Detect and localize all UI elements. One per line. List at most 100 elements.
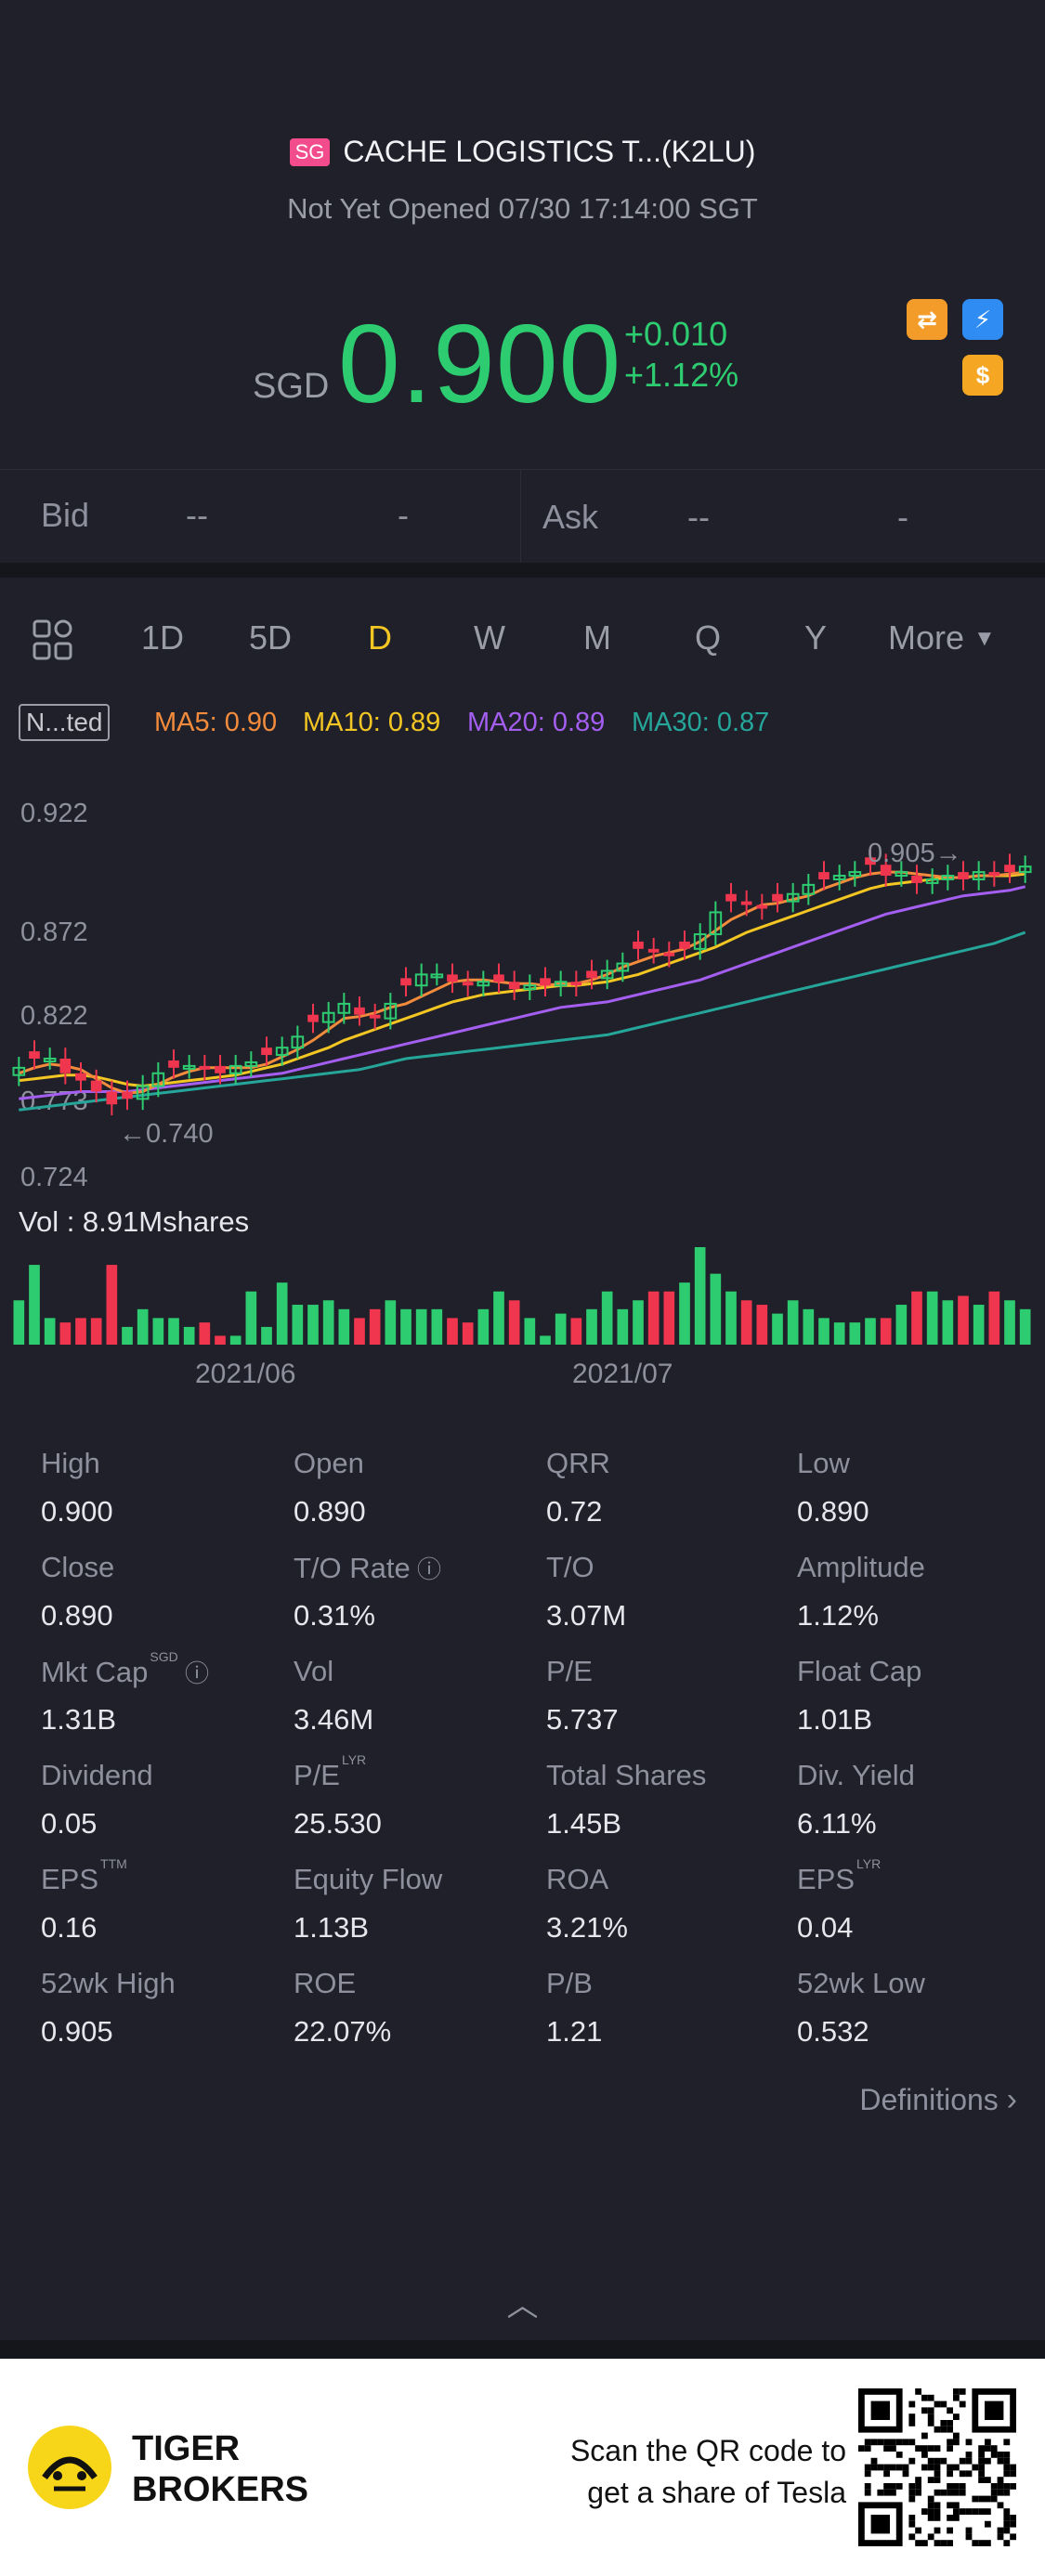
- candle: [462, 970, 474, 997]
- stat-label: T/O: [546, 1551, 594, 1584]
- stat-label-text: Vol: [294, 1655, 334, 1687]
- stat-label-text: P/E: [546, 1655, 593, 1687]
- tab-q[interactable]: Q: [695, 618, 722, 657]
- candle: [772, 882, 783, 913]
- candle: [168, 1049, 179, 1079]
- tab-1d[interactable]: 1D: [141, 618, 185, 657]
- promo-line-1: Scan the QR code to: [569, 2434, 846, 2467]
- stat-label-text: T/O: [546, 1551, 594, 1583]
- candlestick-chart[interactable]: [0, 799, 1045, 1189]
- stat-value: 0.890: [294, 1495, 366, 1528]
- dollar-icon[interactable]: $: [962, 355, 1003, 396]
- stock-name: CACHE LOGISTICS T...(K2LU): [343, 135, 756, 168]
- candle: [540, 967, 551, 997]
- candle: [523, 974, 537, 1000]
- stat-label-text: Close: [41, 1551, 115, 1583]
- stat-label-text: EPS: [797, 1863, 856, 1895]
- candle: [477, 970, 490, 997]
- volume-chart[interactable]: [0, 1244, 1045, 1347]
- stat-superscript: SGD: [150, 1649, 178, 1664]
- volume-bar: [973, 1305, 985, 1345]
- ask-size: -: [897, 498, 908, 536]
- candle: [29, 1040, 40, 1070]
- stat-label: 52wk High: [41, 1967, 176, 2000]
- y-tick-label: 0.922: [20, 799, 88, 828]
- volume-bar: [633, 1300, 644, 1345]
- tab-d[interactable]: D: [368, 618, 392, 657]
- candle: [106, 1080, 118, 1116]
- brand-name: TIGER BROKERS: [132, 2428, 308, 2510]
- qr-code-icon[interactable]: [858, 2388, 1016, 2546]
- volume-bar: [772, 1313, 783, 1345]
- stat-label-text: ROA: [546, 1863, 609, 1895]
- bid-price: --: [186, 496, 208, 534]
- volume-bar: [942, 1300, 954, 1345]
- stat-label: Open: [294, 1447, 364, 1480]
- stat-label: EPS TTM: [41, 1856, 127, 1896]
- volume-bar: [137, 1308, 149, 1345]
- candle: [261, 1036, 272, 1066]
- volume-bar: [13, 1300, 25, 1345]
- arrow-left-icon: ←: [119, 1119, 146, 1149]
- ma30-line: [19, 930, 1026, 1112]
- ma10-line: [19, 872, 1025, 1088]
- adjust-mode-button[interactable]: N...ted: [19, 704, 111, 741]
- volume-bar: [540, 1335, 551, 1345]
- stat-label: P/B: [546, 1967, 593, 2000]
- definitions-link[interactable]: Definitions ›: [859, 2082, 1017, 2118]
- flash-icon[interactable]: ⚡: [962, 299, 1003, 340]
- stat-label: ROA: [546, 1863, 608, 1896]
- info-icon[interactable]: ⓘ: [177, 1659, 209, 1687]
- candle: [43, 1047, 57, 1070]
- candle: [384, 993, 398, 1030]
- chevron-right-icon: ›: [1006, 2082, 1017, 2117]
- volume-bar: [385, 1300, 397, 1345]
- volume-bar: [369, 1308, 381, 1345]
- candle: [337, 993, 351, 1024]
- stat-label-text: Open: [294, 1447, 364, 1479]
- market-badge: SG: [289, 138, 331, 166]
- layout-grid-icon[interactable]: [32, 618, 74, 666]
- stat-label: 52wk Low: [797, 1967, 925, 2000]
- swap-icon[interactable]: ⇄: [907, 299, 947, 340]
- tab-5d[interactable]: 5D: [249, 618, 293, 657]
- candle: [679, 930, 690, 960]
- ma20-line: [19, 885, 1026, 1100]
- candle: [709, 901, 723, 945]
- ask-price: --: [687, 498, 710, 536]
- tab-w[interactable]: W: [474, 618, 505, 657]
- arrow-right-icon: →: [934, 839, 962, 868]
- tab-more[interactable]: More ▼: [888, 618, 996, 657]
- volume-bar: [415, 1308, 427, 1345]
- x-tick-label: 2021/06: [195, 1359, 296, 1389]
- chevron-up-icon[interactable]: ︿: [506, 2288, 539, 2323]
- stat-superscript: LYR: [341, 1752, 367, 1767]
- stat-label: EPS LYR: [797, 1856, 881, 1896]
- candle: [414, 963, 428, 997]
- candle: [633, 930, 644, 960]
- stat-label-text: Total Shares: [546, 1759, 707, 1791]
- volume-bar: [122, 1326, 133, 1345]
- stat-value: 6.11%: [797, 1807, 877, 1840]
- volume-bar: [679, 1282, 690, 1345]
- stat-value: 0.890: [41, 1599, 113, 1632]
- info-icon[interactable]: ⓘ: [410, 1555, 441, 1583]
- candle: [865, 846, 876, 877]
- low-marker-value: 0.740: [146, 1119, 214, 1149]
- stat-value: 1.13B: [294, 1911, 370, 1944]
- candle: [586, 959, 597, 990]
- footer-banner[interactable]: TIGER BROKERS Scan the QR code to get a …: [0, 2359, 1045, 2576]
- candle: [925, 868, 939, 894]
- ma5-line: [18, 870, 1025, 1095]
- volume-bar: [725, 1291, 737, 1345]
- volume-bar: [493, 1291, 504, 1345]
- tab-m[interactable]: M: [583, 618, 611, 657]
- candle: [151, 1061, 165, 1098]
- stat-label: P/E: [546, 1655, 593, 1688]
- tab-y[interactable]: Y: [804, 618, 828, 657]
- volume-bar: [818, 1318, 829, 1345]
- stat-superscript: TTM: [100, 1856, 127, 1871]
- tiger-logo-icon: [26, 2424, 113, 2516]
- volume-bar: [849, 1322, 861, 1345]
- promo-line-2: get a share of Tesla: [587, 2476, 846, 2509]
